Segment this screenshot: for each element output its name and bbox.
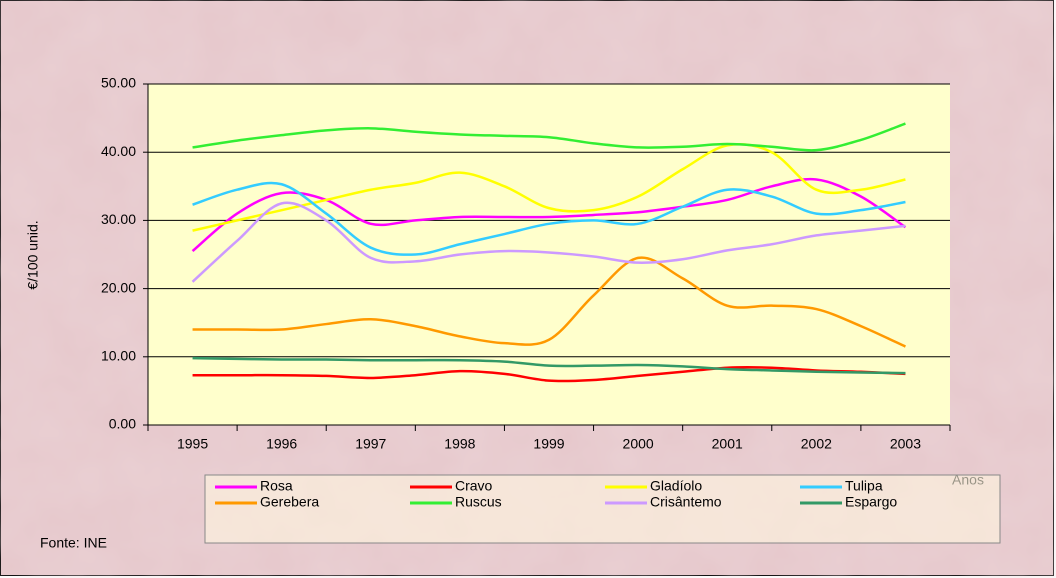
y-tick-label: 40.00 xyxy=(101,143,136,159)
legend-label: Rosa xyxy=(260,478,293,494)
legend xyxy=(204,474,1001,544)
y-tick-label: 30.00 xyxy=(101,211,136,227)
source: Fonte: INE xyxy=(40,535,107,551)
x-tick-label: 2001 xyxy=(712,436,743,452)
y-tick-label: 50.00 xyxy=(101,75,136,91)
x-tick-label: 2002 xyxy=(801,436,832,452)
x-tick-label: 1996 xyxy=(266,436,297,452)
y-axis-title: €/100 unid. xyxy=(25,220,41,289)
legend-label: Crisântemo xyxy=(650,494,722,510)
series-line xyxy=(191,177,907,253)
x-tick-label: 1995 xyxy=(177,436,208,452)
legend-label: Tulipa xyxy=(845,478,883,494)
series-line xyxy=(192,256,906,348)
x-tick-label: 2000 xyxy=(623,436,654,452)
legend-label: Gerebera xyxy=(260,494,319,510)
series-line xyxy=(192,366,906,383)
series-line xyxy=(192,122,906,152)
legend-label: Ruscus xyxy=(455,494,502,510)
x-tick-label: 1999 xyxy=(533,436,564,452)
y-tick-label: 0.00 xyxy=(109,416,136,432)
series-line xyxy=(192,181,906,256)
legend-label: Cravo xyxy=(455,478,493,494)
series-line xyxy=(191,201,906,283)
x-tick-label: 2003 xyxy=(890,436,921,452)
y-tick-label: 20.00 xyxy=(101,279,136,295)
x-tick-label: 1998 xyxy=(444,436,475,452)
y-tick-label: 10.00 xyxy=(101,348,136,364)
series-line xyxy=(192,356,906,375)
plot-area xyxy=(148,84,950,425)
legend-label: Espargo xyxy=(845,494,897,510)
x-tick-label: 1997 xyxy=(355,436,386,452)
legend-label: Gladíolo xyxy=(650,478,702,494)
